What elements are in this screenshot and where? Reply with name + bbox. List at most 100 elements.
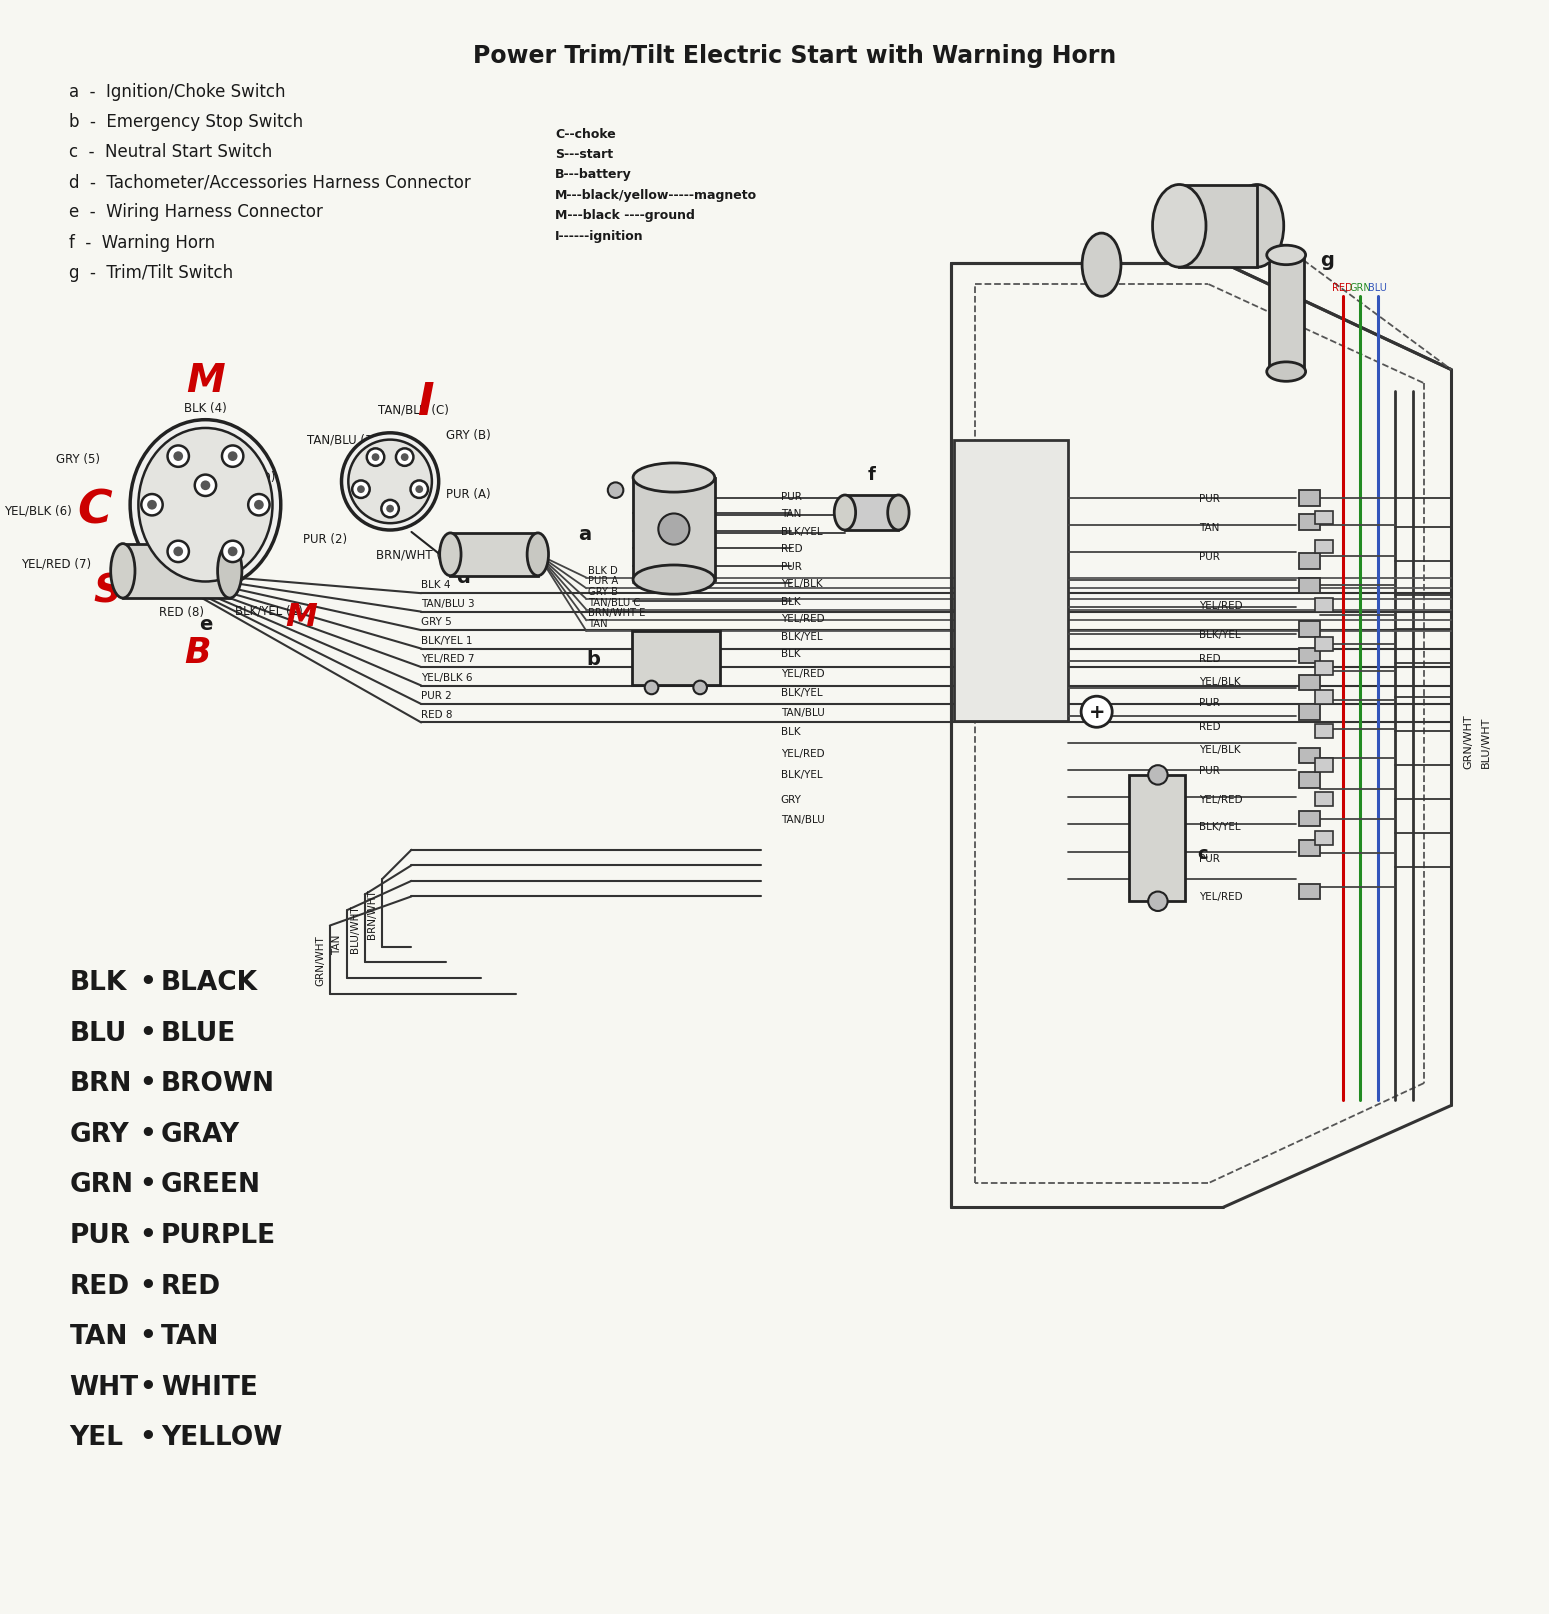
- Circle shape: [1081, 697, 1112, 728]
- Text: B: B: [184, 636, 211, 670]
- Ellipse shape: [835, 495, 855, 531]
- Bar: [122, 544, 229, 599]
- Text: TAN/BLU (C): TAN/BLU (C): [378, 404, 449, 416]
- Circle shape: [200, 481, 211, 491]
- Text: b: b: [586, 649, 599, 668]
- Text: YEL/RED: YEL/RED: [1199, 794, 1242, 805]
- Circle shape: [694, 681, 706, 694]
- Text: GRY: GRY: [70, 1122, 129, 1148]
- Text: BLK/YEL: BLK/YEL: [781, 688, 823, 697]
- Bar: [1298, 554, 1320, 570]
- Text: RED: RED: [1332, 282, 1352, 292]
- Text: •: •: [139, 1273, 156, 1299]
- Text: e: e: [198, 615, 212, 633]
- Text: BLK/YEL: BLK/YEL: [1199, 629, 1241, 639]
- Text: •: •: [139, 970, 156, 996]
- Text: g: g: [1320, 252, 1334, 270]
- Circle shape: [222, 541, 243, 563]
- Text: GRY (5): GRY (5): [56, 452, 101, 465]
- Text: •: •: [139, 1374, 156, 1399]
- Circle shape: [248, 495, 270, 516]
- Bar: [451, 534, 538, 576]
- Text: GRN/WHT: GRN/WHT: [314, 935, 325, 985]
- Ellipse shape: [1267, 245, 1306, 266]
- Text: PUR A: PUR A: [589, 576, 618, 586]
- Circle shape: [358, 486, 366, 494]
- Text: BLK/YEL: BLK/YEL: [781, 631, 823, 641]
- Bar: [634, 478, 714, 579]
- Bar: [1298, 773, 1320, 788]
- Text: WHITE: WHITE: [161, 1374, 257, 1399]
- Text: TAN: TAN: [333, 935, 342, 954]
- Text: BLK: BLK: [70, 970, 127, 996]
- Circle shape: [607, 483, 623, 499]
- Bar: [1269, 255, 1304, 373]
- Bar: [1315, 725, 1332, 739]
- Bar: [1315, 512, 1332, 525]
- Text: BLK: BLK: [781, 597, 801, 607]
- Text: TAN: TAN: [161, 1323, 218, 1349]
- Text: RED: RED: [1199, 654, 1221, 663]
- Text: BLK D: BLK D: [589, 565, 618, 575]
- Circle shape: [410, 481, 428, 499]
- Text: YELLOW: YELLOW: [161, 1424, 282, 1451]
- Text: BLK/YEL 1: BLK/YEL 1: [421, 636, 472, 646]
- Text: BLACK: BLACK: [161, 970, 257, 996]
- Circle shape: [401, 454, 409, 462]
- Text: +: +: [1089, 702, 1104, 721]
- Text: RED: RED: [781, 544, 802, 554]
- Circle shape: [397, 449, 414, 466]
- Text: BLK (4): BLK (4): [184, 402, 226, 415]
- Text: c: c: [1197, 844, 1207, 862]
- Text: BLK/YEL: BLK/YEL: [1199, 822, 1241, 831]
- Ellipse shape: [1083, 234, 1121, 297]
- Text: •: •: [139, 1424, 156, 1451]
- Text: BLK: BLK: [781, 649, 801, 659]
- Circle shape: [658, 515, 689, 546]
- Text: PUR: PUR: [1199, 765, 1219, 776]
- Text: S---start: S---start: [556, 148, 613, 161]
- Text: TAN/BLU: TAN/BLU: [781, 813, 824, 825]
- Bar: [1315, 541, 1332, 554]
- Text: BRN/WHT: BRN/WHT: [367, 888, 378, 938]
- Circle shape: [254, 500, 263, 510]
- Bar: [1298, 491, 1320, 507]
- Text: YEL/RED: YEL/RED: [781, 668, 824, 678]
- Bar: [632, 631, 720, 684]
- Circle shape: [222, 445, 243, 468]
- Ellipse shape: [1230, 186, 1284, 268]
- Text: WHT: WHT: [70, 1374, 138, 1399]
- Text: f: f: [867, 465, 875, 483]
- Circle shape: [341, 434, 438, 531]
- Bar: [1298, 705, 1320, 720]
- Text: c  -  Neutral Start Switch: c - Neutral Start Switch: [70, 144, 273, 161]
- Text: GRY: GRY: [781, 794, 802, 805]
- Text: M: M: [285, 602, 318, 633]
- Text: PUR: PUR: [1199, 852, 1219, 863]
- Text: GRY 5: GRY 5: [421, 617, 452, 626]
- Text: GRAY: GRAY: [161, 1122, 240, 1148]
- Text: PUR: PUR: [70, 1222, 130, 1248]
- Text: M---black/yellow-----magneto: M---black/yellow-----magneto: [556, 189, 757, 202]
- Text: RED: RED: [161, 1273, 222, 1299]
- Text: GREEN: GREEN: [161, 1172, 260, 1198]
- Ellipse shape: [634, 463, 714, 492]
- Text: •: •: [139, 1070, 156, 1096]
- Text: I------ignition: I------ignition: [556, 229, 644, 242]
- Text: PUR: PUR: [1199, 552, 1219, 562]
- Text: RED: RED: [70, 1273, 130, 1299]
- Text: •: •: [139, 1222, 156, 1248]
- Text: BLU: BLU: [1368, 282, 1386, 292]
- Bar: [1315, 662, 1332, 675]
- Bar: [1315, 638, 1332, 650]
- Circle shape: [195, 475, 217, 497]
- Text: TAN: TAN: [589, 618, 609, 629]
- Text: PUR: PUR: [1199, 697, 1219, 707]
- Text: YEL/RED 7: YEL/RED 7: [421, 654, 474, 663]
- Bar: [844, 495, 898, 531]
- Circle shape: [1148, 765, 1168, 784]
- Circle shape: [141, 495, 163, 516]
- Text: PUR (2): PUR (2): [302, 533, 347, 546]
- Text: BLK (D): BLK (D): [231, 471, 276, 484]
- Text: RED 8: RED 8: [421, 709, 452, 720]
